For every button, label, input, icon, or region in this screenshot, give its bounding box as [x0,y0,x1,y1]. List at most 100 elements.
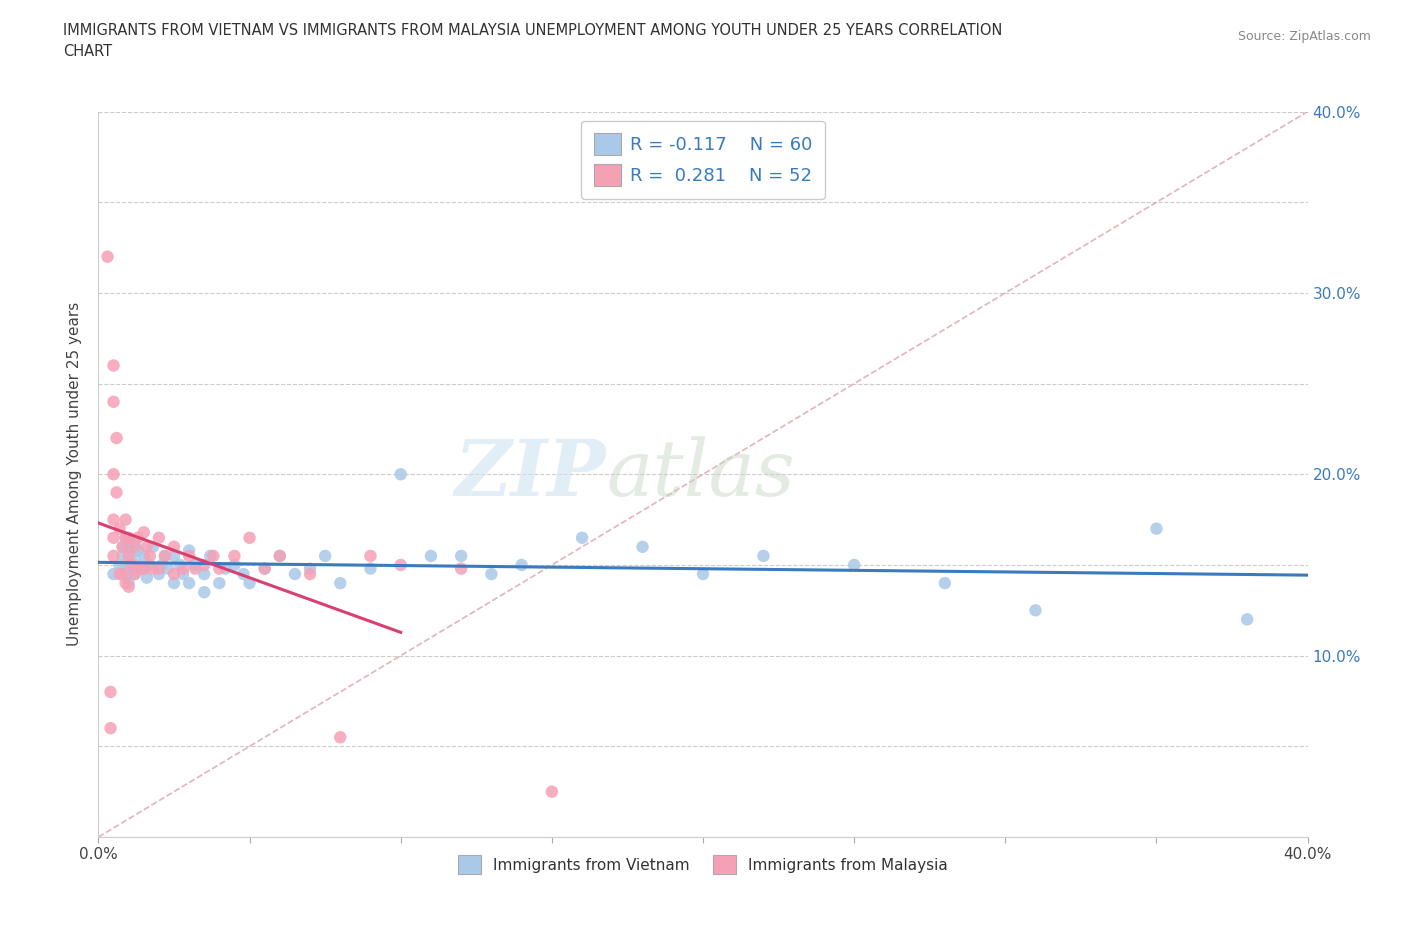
Point [163,539,186,554]
Point [1236,612,1258,627]
Point [692,566,714,581]
Point [253,561,276,576]
Point [224,558,246,573]
Point [105,431,128,445]
Text: atlas: atlas [606,436,794,512]
Point [121,549,143,564]
Point [103,394,125,409]
Point [127,530,149,545]
Point [111,539,134,554]
Point [100,684,122,699]
Point [124,539,146,554]
Point [844,558,866,573]
Point [103,549,125,564]
Point [169,558,191,573]
Point [114,561,136,576]
Point [200,549,222,564]
Point [540,784,562,799]
Point [111,549,134,564]
Point [135,570,157,585]
Point [142,561,165,576]
Point [100,721,122,736]
Point [510,558,533,573]
Point [208,561,231,576]
Point [148,561,170,576]
Y-axis label: Unemployment Among Youth under 25 years: Unemployment Among Youth under 25 years [67,302,83,646]
Point [124,566,146,581]
Point [148,530,170,545]
Point [135,539,157,554]
Point [269,549,291,564]
Point [179,543,201,558]
Point [111,566,134,581]
Text: CHART: CHART [63,44,112,59]
Point [96,249,118,264]
Point [1024,603,1046,618]
Point [118,549,141,564]
Point [103,467,125,482]
Point [103,566,125,581]
Point [214,561,236,576]
Point [239,576,262,591]
Point [129,561,152,576]
Point [284,566,307,581]
Point [239,530,262,545]
Point [156,561,179,576]
Point [360,561,382,576]
Point [114,530,136,545]
Point [127,543,149,558]
Point [118,539,141,554]
Point [420,549,443,564]
Point [108,566,131,581]
Point [299,561,322,576]
Point [108,558,131,573]
Point [571,530,593,545]
Point [103,358,125,373]
Point [132,561,155,576]
Point [148,566,170,581]
Point [118,566,141,581]
Point [114,530,136,545]
Point [111,539,134,554]
Point [184,561,207,576]
Point [179,576,201,591]
Point [329,576,352,591]
Point [139,549,162,564]
Point [934,576,956,591]
Point [193,566,215,581]
Point [118,558,141,573]
Point [224,549,246,564]
Legend: Immigrants from Vietnam, Immigrants from Malaysia: Immigrants from Vietnam, Immigrants from… [453,849,953,880]
Text: Source: ZipAtlas.com: Source: ZipAtlas.com [1237,30,1371,43]
Point [153,549,176,564]
Point [253,561,276,576]
Point [127,558,149,573]
Point [108,521,131,536]
Point [163,566,186,581]
Point [172,561,194,576]
Point [153,549,176,564]
Point [114,576,136,591]
Point [118,530,141,545]
Point [124,536,146,551]
Point [329,730,352,745]
Point [752,549,775,564]
Point [103,512,125,527]
Point [269,549,291,564]
Point [105,485,128,500]
Point [1144,521,1167,536]
Point [481,566,503,581]
Point [389,467,412,482]
Point [314,549,336,564]
Point [179,549,201,564]
Point [450,549,472,564]
Point [118,579,141,594]
Point [114,512,136,527]
Text: IMMIGRANTS FROM VIETNAM VS IMMIGRANTS FROM MALAYSIA UNEMPLOYMENT AMONG YOUTH UND: IMMIGRANTS FROM VIETNAM VS IMMIGRANTS FR… [63,23,1002,38]
Point [132,561,155,576]
Point [103,530,125,545]
Point [202,549,225,564]
Point [193,585,215,600]
Point [163,576,186,591]
Text: ZIP: ZIP [454,436,606,512]
